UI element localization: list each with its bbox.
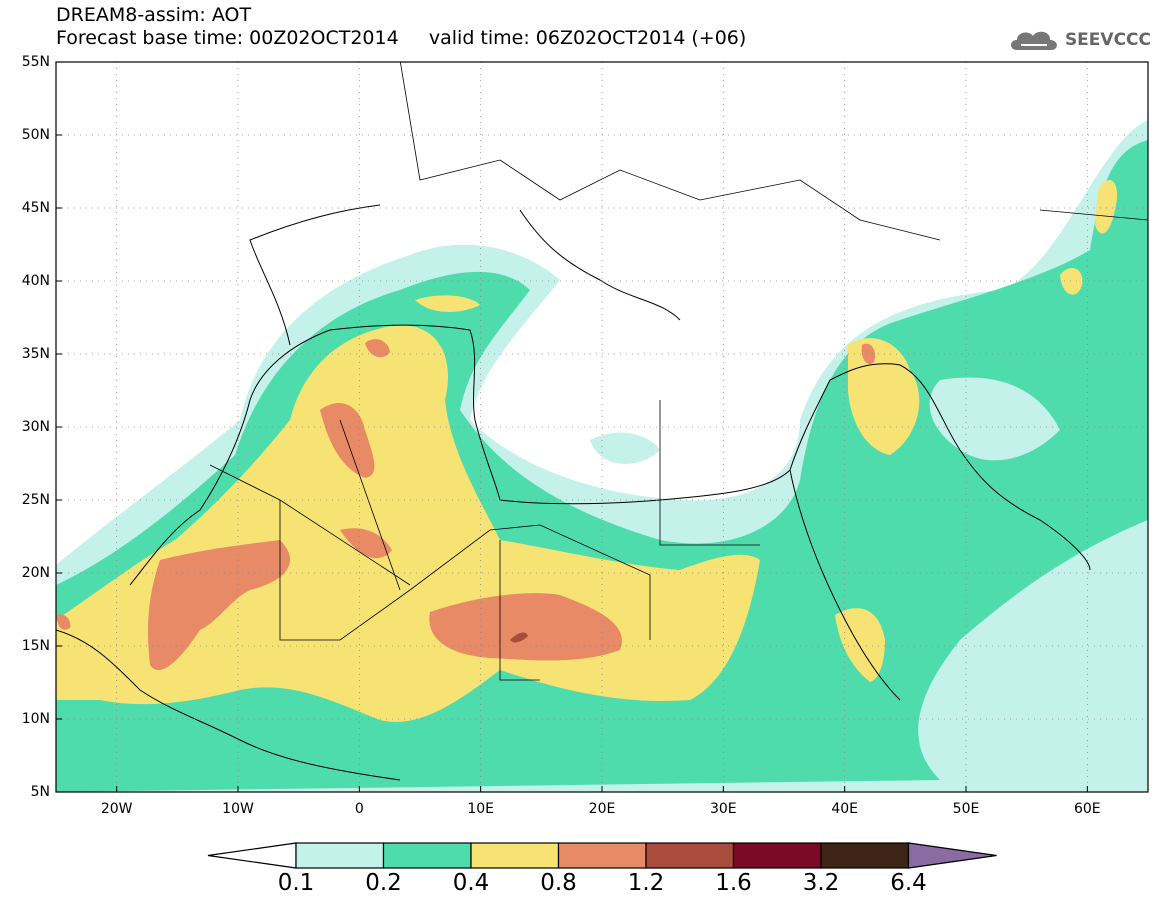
colorbar-under-arrow (207, 842, 297, 869)
lat-label: 50N (21, 127, 50, 143)
coastlines (56, 204, 1091, 781)
colorbar (207, 842, 997, 869)
colorbar-segment (557, 842, 647, 869)
lon-label: 10E (467, 801, 494, 817)
aot-field (56, 62, 1148, 792)
colorbar-tick-label: 0.8 (540, 870, 577, 896)
lat-label: 30N (21, 419, 50, 435)
lon-label: 30E (709, 801, 737, 817)
lat-label: 10N (21, 711, 50, 727)
lat-label: 55N (21, 54, 50, 70)
colorbar-tick-label: 0.2 (365, 870, 402, 896)
colorbar-segment (470, 842, 560, 869)
lat-label: 35N (21, 346, 50, 362)
colorbar-tick-label: 0.4 (452, 870, 490, 896)
lat-label: 20N (21, 565, 50, 581)
colorbar-tick-label: 0.1 (277, 870, 315, 896)
colorbar-tick-label: 1.2 (627, 870, 665, 896)
high-aot-core (510, 632, 528, 643)
seevccc-logo: SEEVCCC (1007, 26, 1151, 54)
lat-label: 5N (30, 784, 50, 800)
axis-ticks (56, 61, 1088, 793)
lon-label: 20W (100, 801, 133, 817)
lat-label: 45N (21, 200, 50, 216)
graticule (56, 62, 1148, 792)
lon-label: 60E (1073, 801, 1101, 817)
colorbar-segment (382, 842, 472, 869)
borders (209, 62, 1148, 681)
lon-label: 50E (952, 801, 980, 817)
lat-label: 25N (21, 492, 50, 508)
lat-label: 15N (21, 638, 50, 654)
lon-label: 0 (354, 801, 364, 817)
logo-text: SEEVCCC (1064, 30, 1151, 50)
colorbar-tick-label: 3.2 (802, 870, 840, 896)
lon-label: 40E (831, 801, 858, 817)
colorbar-segment (645, 842, 735, 869)
lon-label: 20E (588, 801, 616, 817)
colorbar-segment (820, 842, 910, 869)
colorbar-tick-label: 6.4 (890, 870, 927, 896)
forecast-times: Forecast base time: 00Z02OCT2014 valid t… (56, 27, 747, 49)
lat-label: 40N (21, 273, 50, 289)
colorbar-over-arrow (907, 842, 997, 869)
colorbar-tick-label: 1.6 (715, 870, 752, 896)
map-title: DREAM8-assim: AOT (56, 4, 252, 26)
lon-label: 10W (222, 801, 254, 817)
colorbar-segment (732, 842, 822, 869)
colorbar-segment (295, 842, 385, 869)
cloud-icon (1010, 31, 1057, 50)
